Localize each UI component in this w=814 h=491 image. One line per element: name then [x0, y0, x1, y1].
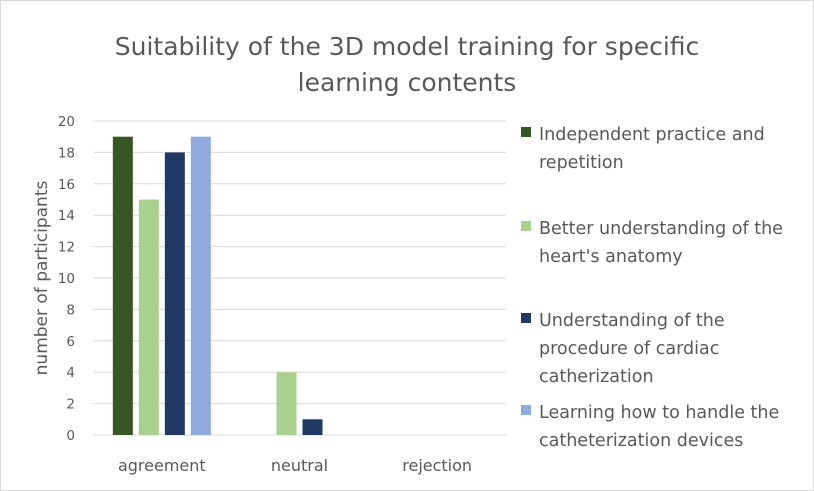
legend-swatch: [521, 313, 531, 323]
bars: [112, 136, 323, 435]
grid-lines: [93, 120, 506, 436]
y-tick-label: 2: [66, 397, 75, 413]
y-tick-label: 18: [58, 145, 75, 161]
y-tick-label: 4: [66, 365, 75, 381]
chart-title-line-2: learning contents: [297, 68, 517, 97]
y-tick-label: 8: [66, 302, 75, 318]
legend-swatch: [521, 127, 531, 137]
y-tick-label: 6: [66, 334, 75, 350]
bar-agreement-series-3: [164, 152, 185, 435]
bar-neutral-series-2: [276, 372, 297, 435]
x-tick-label-agreement: agreement: [118, 456, 206, 475]
y-tick-label: 16: [58, 177, 75, 193]
legend-label: Independent practice and repetition: [539, 125, 765, 173]
legend-label: Learning how to handle the catheterizati…: [539, 403, 780, 451]
legend-label: Understanding of the procedure of cardia…: [539, 311, 725, 387]
legend-label: Better understanding of the heart's anat…: [539, 219, 783, 267]
y-tick-label: 14: [58, 208, 75, 224]
chart-title: Suitability of the 3D model training for…: [1, 29, 813, 101]
bar-agreement-series-2: [138, 199, 159, 435]
x-tick-label-neutral: neutral: [271, 456, 328, 475]
bar-agreement-series-4: [190, 136, 211, 435]
x-tick-labels: agreement neutral rejection: [118, 456, 472, 475]
y-tick-labels: 0 2 4 6 8 10 12 14 16 18 20: [58, 114, 75, 444]
bar-agreement-series-1: [112, 136, 133, 435]
chart-title-line-1: Suitability of the 3D model training for…: [114, 32, 700, 61]
legend-swatch: [521, 405, 531, 415]
x-tick-label-rejection: rejection: [402, 456, 472, 475]
y-tick-label: 12: [58, 240, 75, 256]
y-tick-label: 0: [66, 428, 75, 444]
bar-neutral-series-3: [302, 419, 323, 435]
y-tick-label: 10: [58, 271, 75, 287]
legend-swatch: [521, 221, 531, 231]
y-tick-label: 20: [58, 114, 75, 130]
y-axis-label: number of participants: [32, 181, 52, 376]
